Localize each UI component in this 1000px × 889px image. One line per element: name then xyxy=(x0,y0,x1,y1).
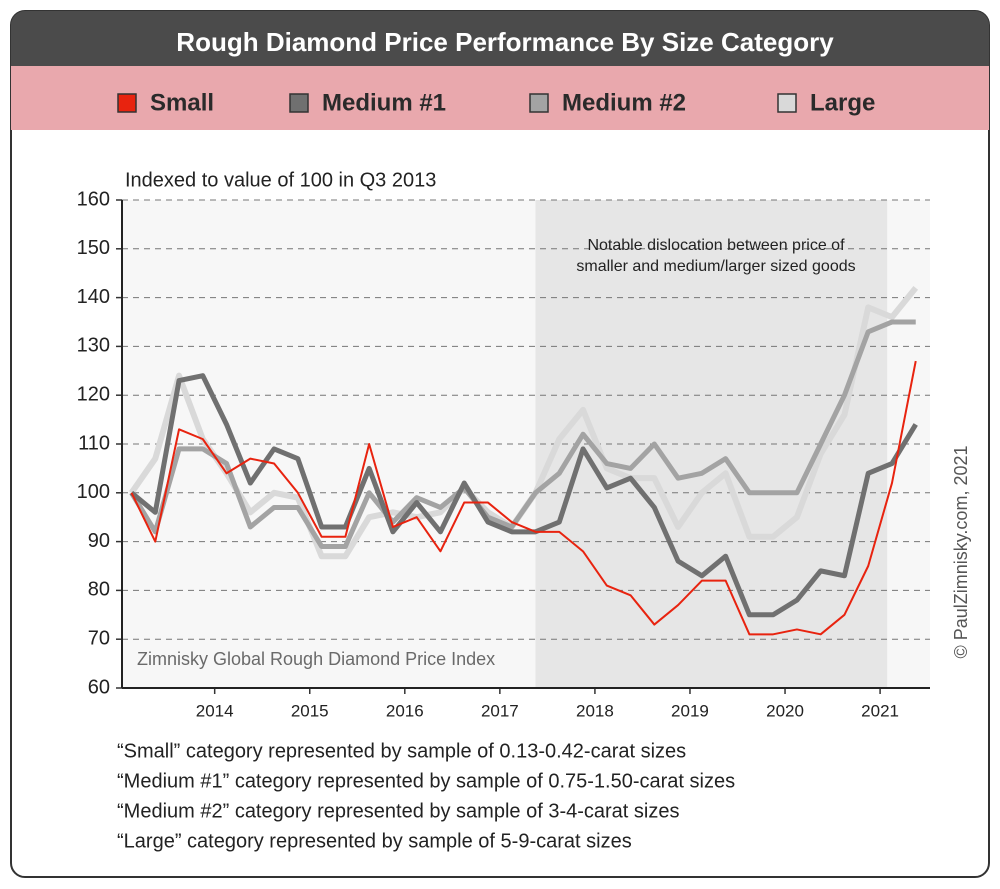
y-tick-label: 90 xyxy=(88,530,110,552)
legend-swatch xyxy=(529,93,549,113)
footnote: “Medium #1” category represented by samp… xyxy=(117,770,735,792)
legend-swatch xyxy=(117,93,137,113)
x-tick-label: 2018 xyxy=(576,701,614,720)
series-line xyxy=(129,373,918,618)
legend-swatch xyxy=(289,93,309,113)
subtitle: Indexed to value of 100 in Q3 2013 xyxy=(125,169,436,191)
legend-label: Medium #1 xyxy=(322,89,446,116)
y-tick-label: 120 xyxy=(77,383,110,405)
series-line xyxy=(130,360,917,636)
x-tick-label: 2015 xyxy=(291,701,329,720)
y-tick-label: 100 xyxy=(77,481,110,503)
legend-label: Small xyxy=(150,89,214,116)
chart-title: Rough Diamond Price Performance By Size … xyxy=(176,27,834,57)
y-tick-label: 70 xyxy=(88,627,110,649)
copyright: © PaulZimnisky.com, 2021 xyxy=(951,445,971,658)
title-bar xyxy=(11,11,989,66)
x-tick-label: 2020 xyxy=(766,701,804,720)
y-tick-label: 130 xyxy=(77,335,110,357)
legend-swatch xyxy=(777,93,797,113)
y-tick-label: 140 xyxy=(77,286,110,308)
watermark: Zimnisky Global Rough Diamond Price Inde… xyxy=(137,649,495,669)
y-tick-label: 160 xyxy=(77,188,110,210)
legend-label: Medium #2 xyxy=(562,89,686,116)
y-tick-label: 150 xyxy=(77,237,110,259)
series-line xyxy=(129,319,916,549)
y-tick-label: 80 xyxy=(88,579,110,601)
x-tick-label: 2019 xyxy=(671,701,709,720)
footnote: “Small” category represented by sample o… xyxy=(117,740,686,762)
x-tick-label: 2014 xyxy=(196,701,234,720)
legend-label: Large xyxy=(810,89,875,116)
y-tick-label: 110 xyxy=(78,432,110,454)
annotation: Notable dislocation between price of xyxy=(587,237,845,254)
legend-bar xyxy=(11,66,989,130)
footnote: “Medium #2” category represented by samp… xyxy=(117,800,679,822)
footnote: “Large” category represented by sample o… xyxy=(117,830,632,852)
x-tick-label: 2016 xyxy=(386,701,424,720)
x-tick-label: 2021 xyxy=(861,701,899,720)
x-tick-label: 2017 xyxy=(481,701,519,720)
annotation: smaller and medium/larger sized goods xyxy=(576,258,855,275)
y-tick-label: 60 xyxy=(88,676,110,698)
